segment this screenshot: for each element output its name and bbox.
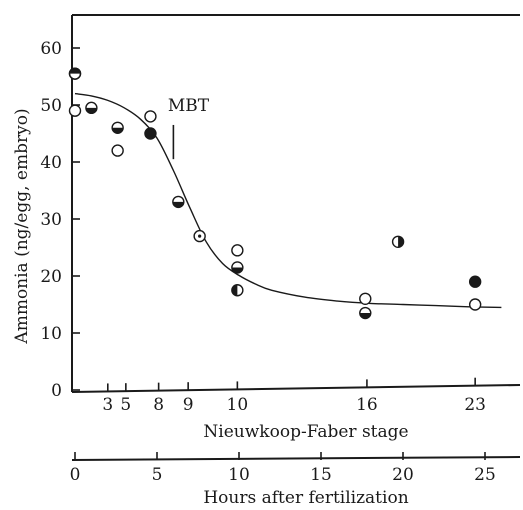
data-point — [193, 229, 206, 243]
fit-curve — [74, 92, 502, 309]
data-point — [68, 67, 82, 80]
stage-tick-label: 9 — [183, 395, 194, 415]
data-point — [359, 292, 372, 305]
data-point — [468, 298, 482, 311]
hour-ticks: 0 5 10 15 20 25 — [70, 452, 496, 485]
data-point — [468, 275, 482, 288]
y-tick-label: 40 — [40, 153, 62, 173]
data-point — [359, 306, 372, 320]
hour-tick-label: 5 — [152, 465, 163, 485]
y-axis-title: Ammonia (ng/egg, embryo) — [12, 108, 32, 344]
y-ticks: 0 10 20 30 40 50 60 — [40, 39, 80, 401]
data-point — [85, 101, 98, 115]
data-point — [231, 244, 244, 257]
data-point — [111, 144, 124, 157]
y-tick-label: 20 — [40, 267, 62, 287]
y-tick-label: 10 — [40, 324, 62, 344]
stage-tick-label: 3 — [102, 395, 113, 415]
x2-axis-title: Hours after fertilization — [203, 488, 408, 508]
stage-tick-label: 5 — [120, 395, 131, 415]
hour-tick-label: 15 — [310, 465, 332, 485]
data-point — [391, 235, 405, 249]
data-point — [231, 261, 244, 274]
hour-tick-label: 0 — [70, 465, 81, 485]
data-point — [111, 121, 124, 135]
data-point — [144, 127, 157, 140]
stage-tick-label: 8 — [153, 395, 164, 415]
stage-tick-label: 16 — [356, 395, 378, 415]
hour-tick-label: 20 — [392, 465, 414, 485]
data-points — [68, 67, 482, 320]
hour-tick-label: 10 — [228, 465, 250, 485]
data-point — [144, 110, 157, 123]
stage-tick-label: 23 — [464, 395, 486, 415]
stage-ticks: 3 5 8 9 10 16 23 — [102, 377, 486, 415]
x-axis-hours — [71, 456, 521, 461]
stage-tick-label: 10 — [227, 395, 249, 415]
y-tick-label: 0 — [51, 381, 62, 401]
y-tick-label: 50 — [40, 96, 62, 116]
hour-tick-label: 25 — [474, 465, 496, 485]
y-tick-label: 30 — [40, 210, 62, 230]
mbt-label: MBT — [168, 96, 210, 116]
data-point — [231, 284, 244, 297]
y-tick-label: 60 — [40, 39, 62, 59]
x-axis-stage — [71, 384, 521, 393]
x-axis-title: Nieuwkoop-Faber stage — [203, 422, 408, 442]
data-point — [172, 195, 185, 209]
data-point — [68, 104, 82, 117]
